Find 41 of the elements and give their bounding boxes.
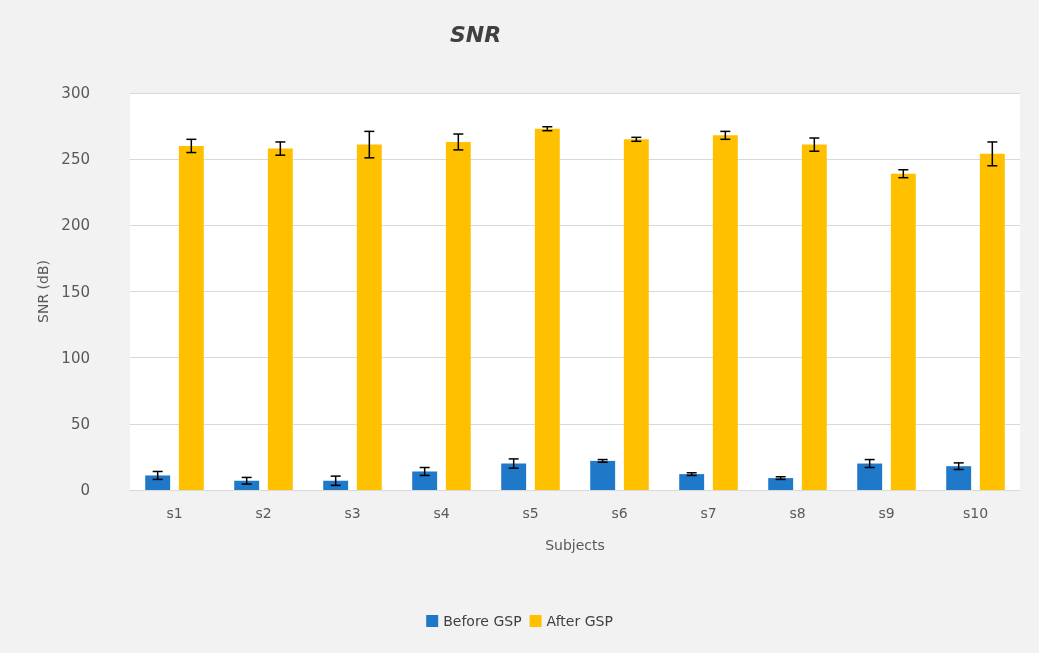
x-tick-label: s10 [962, 505, 989, 521]
bar [946, 466, 972, 490]
bar [590, 460, 616, 490]
x-tick-label: s3 [344, 505, 361, 521]
x-tick-label: s1 [166, 505, 183, 521]
bar [412, 471, 438, 490]
y-tick-label: 250 [61, 150, 90, 169]
y-axis-title: SNR (dB) [35, 260, 52, 323]
chart-title: SNR [450, 21, 502, 47]
x-tick-label: s6 [611, 505, 628, 521]
bar [178, 145, 204, 490]
legend-label: After GSP [546, 613, 613, 629]
y-tick-label: 200 [61, 216, 90, 235]
y-tick-label: 300 [61, 84, 90, 102]
x-axis-title: Subjects [545, 537, 605, 553]
bar [679, 474, 705, 490]
x-tick-label: s9 [878, 505, 895, 521]
x-tick-label: s4 [433, 505, 450, 521]
y-tick-label: 100 [61, 348, 90, 367]
legend-label: Before GSP [443, 613, 522, 629]
bar [534, 128, 560, 490]
bar [501, 463, 527, 490]
x-tick-label: s2 [255, 505, 272, 521]
y-tick-label: 50 [70, 414, 90, 433]
bar [267, 148, 293, 490]
x-tick-label: s8 [789, 505, 806, 521]
bar [768, 478, 794, 490]
bar [801, 144, 827, 490]
bar [712, 135, 738, 490]
bar [857, 463, 883, 490]
bar [145, 475, 171, 490]
y-tick-label: 0 [80, 481, 90, 499]
bar [323, 480, 349, 490]
bar [445, 141, 471, 490]
bar [890, 173, 916, 490]
bar [979, 153, 1005, 490]
y-tick-label: 150 [61, 282, 90, 301]
x-tick-label: s7 [700, 505, 717, 521]
bar [623, 139, 649, 490]
bar [356, 144, 382, 490]
x-tick-label: s5 [522, 505, 539, 521]
